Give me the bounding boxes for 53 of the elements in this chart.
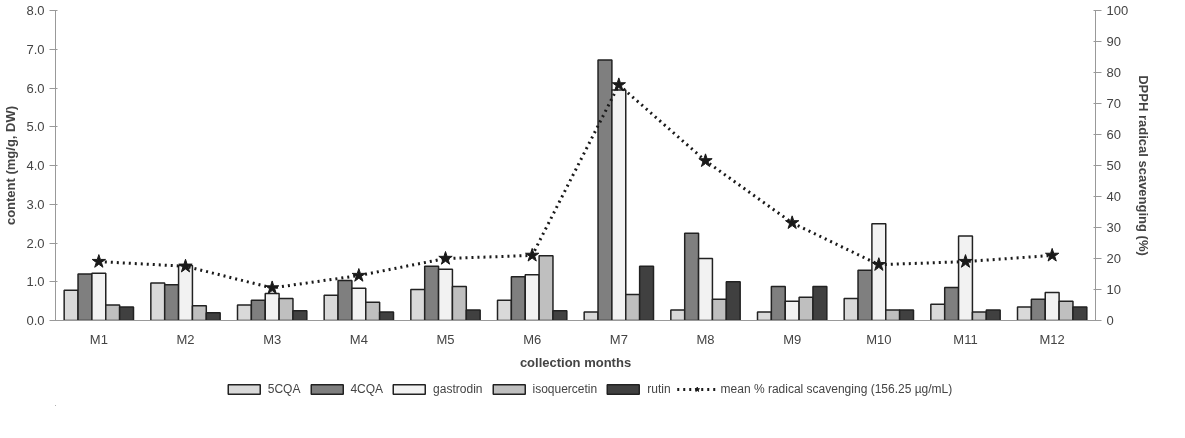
point: [698, 153, 713, 168]
point: [525, 247, 540, 262]
point: [785, 215, 800, 230]
x-tick-label: M7: [609, 331, 628, 347]
y-tick-label: 0.0: [26, 313, 45, 328]
y-tick-label: 7.0: [26, 41, 45, 57]
y-tick-label: 1.0: [26, 274, 45, 290]
y-tick-label: 6.0: [26, 80, 45, 96]
point: [351, 268, 366, 282]
y2-tick-label: 90: [1106, 34, 1121, 49]
point: [265, 280, 280, 295]
point: [611, 77, 626, 92]
y-tick-label: 4.0: [26, 158, 45, 173]
legend-label: isoquercetin: [532, 382, 598, 396]
x-tick-label: M5: [436, 331, 455, 347]
point: [91, 254, 106, 268]
x-tick-label: M8: [696, 331, 715, 347]
point: [958, 254, 973, 268]
legend-label: 4CQA: [350, 382, 384, 396]
legend-label: 5CQA: [267, 382, 301, 396]
x-tick-label: M2: [176, 331, 195, 347]
y-tick-label: 2.0: [26, 235, 45, 251]
y2-tick-label: 40: [1106, 189, 1121, 204]
x-tick-label: M10: [866, 331, 892, 347]
y2-axis-title: DPPH radical scavenging (%): [1136, 75, 1152, 256]
y2-tick-label: 30: [1106, 220, 1121, 235]
x-axis-title: collection months: [519, 354, 632, 370]
x-tick-label: M4: [349, 331, 368, 347]
legend-label: mean % radical scavenging (156.25 µg/mL): [720, 382, 953, 396]
x-tick-label: M3: [263, 331, 282, 347]
legend-label: rutin: [647, 382, 671, 396]
y2-tick-label: 50: [1106, 158, 1121, 173]
y2-tick-label: 10: [1106, 282, 1121, 297]
legend-label: gastrodin: [433, 382, 483, 396]
y2-tick-label: 100: [1106, 3, 1129, 18]
y-tick-label: 5.0: [26, 119, 45, 135]
y2-tick-label: 60: [1106, 127, 1121, 142]
x-tick-label: M12: [1039, 331, 1065, 347]
y2-tick-label: 80: [1106, 65, 1121, 80]
x-tick-label: M11: [953, 331, 978, 347]
x-tick-label: M9: [783, 331, 802, 347]
y-tick-label: 8.0: [26, 3, 45, 18]
point: [1045, 247, 1060, 262]
y2-tick-label: 20: [1106, 251, 1121, 266]
y-tick-label: 3.0: [26, 196, 45, 212]
y2-tick-label: 0: [1106, 313, 1114, 328]
x-tick-label: M6: [523, 331, 542, 347]
point: [438, 251, 453, 265]
x-tick-label: M1: [89, 331, 108, 347]
y2-tick-label: 70: [1106, 96, 1121, 111]
y-axis-title: content (mg/g, DW): [3, 105, 19, 226]
point: [178, 258, 193, 273]
point: [871, 257, 886, 271]
